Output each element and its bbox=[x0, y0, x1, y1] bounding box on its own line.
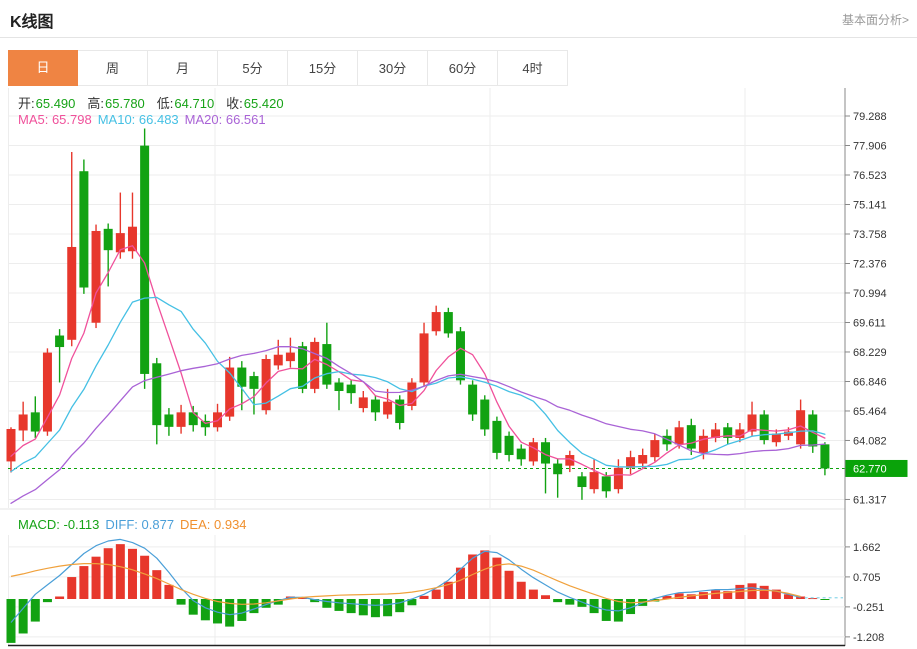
fundamental-analysis-link[interactable]: 基本面分析> bbox=[841, 13, 909, 27]
tab-week[interactable]: 周 bbox=[78, 50, 148, 86]
open-label: 开: bbox=[18, 96, 35, 111]
svg-text:-0.251: -0.251 bbox=[853, 602, 884, 614]
ma5-legend: MA5: 65.798 bbox=[18, 112, 92, 127]
svg-text:79.288: 79.288 bbox=[853, 111, 887, 123]
widget-header: K线图 基本面分析> bbox=[0, 0, 917, 38]
ma20-legend: MA20: 66.561 bbox=[184, 112, 266, 127]
svg-text:1.662: 1.662 bbox=[853, 542, 881, 554]
svg-text:70.994: 70.994 bbox=[853, 288, 887, 300]
svg-text:73.758: 73.758 bbox=[853, 229, 887, 241]
dea-legend: DEA: 0.934 bbox=[180, 517, 247, 532]
tab-30min[interactable]: 30分 bbox=[358, 50, 428, 86]
svg-text:-1.208: -1.208 bbox=[853, 632, 884, 644]
svg-text:69.611: 69.611 bbox=[853, 317, 886, 329]
close-value: 65.420 bbox=[243, 96, 284, 111]
high-item: 高:65.780 bbox=[87, 96, 150, 111]
high-label: 高: bbox=[87, 96, 105, 111]
svg-text:77.906: 77.906 bbox=[853, 140, 887, 152]
low-value: 64.710 bbox=[174, 96, 215, 111]
svg-text:75.141: 75.141 bbox=[853, 199, 887, 211]
ma-legend: MA5: 65.798 MA10: 66.483 MA20: 66.561 bbox=[18, 112, 272, 127]
svg-text:0.705: 0.705 bbox=[853, 572, 881, 584]
low-item: 低:64.710 bbox=[157, 96, 220, 111]
open-item: 开:65.490 bbox=[18, 96, 81, 111]
ohlc-legend: 开:65.490 高:65.780 低:64.710 收:65.420 bbox=[18, 93, 296, 112]
svg-text:72.376: 72.376 bbox=[853, 258, 887, 270]
svg-text:64.082: 64.082 bbox=[853, 435, 887, 447]
open-value: 65.490 bbox=[35, 96, 76, 111]
macd-legend: MACD: -0.113 bbox=[18, 517, 100, 532]
svg-text:76.523: 76.523 bbox=[853, 170, 887, 182]
tab-60min[interactable]: 60分 bbox=[428, 50, 498, 86]
diff-legend: DIFF: 0.877 bbox=[105, 517, 175, 532]
tab-day[interactable]: 日 bbox=[8, 50, 78, 86]
svg-text:65.464: 65.464 bbox=[853, 406, 887, 418]
kline-canvas[interactable]: 79.288 77.906 76.523 75.141 73.758 72.376 70.9… bbox=[0, 88, 917, 649]
svg-text:61.317: 61.317 bbox=[853, 494, 887, 506]
svg-text:66.846: 66.846 bbox=[853, 376, 887, 388]
tab-15min[interactable]: 15分 bbox=[288, 50, 358, 86]
close-label: 收: bbox=[226, 96, 243, 111]
close-item: 收:65.420 bbox=[226, 96, 289, 111]
high-value: 65.780 bbox=[105, 96, 145, 111]
svg-text:68.229: 68.229 bbox=[853, 347, 887, 359]
tab-4hour[interactable]: 4时 bbox=[498, 50, 568, 86]
current-price-tag: 62.770 bbox=[853, 463, 887, 475]
period-tabs: 日周月 5分 15分 30分 60分 4时 bbox=[8, 50, 568, 88]
ma10-legend: MA10: 66.483 bbox=[97, 112, 179, 127]
tab-month[interactable]: 月 bbox=[148, 50, 218, 86]
page-title: K线图 bbox=[10, 14, 54, 31]
macd-legend: MACD: -0.113 DIFF: 0.877 DEA: 0.934 bbox=[18, 517, 253, 532]
low-label: 低: bbox=[156, 96, 174, 111]
tab-5min[interactable]: 5分 bbox=[218, 50, 288, 86]
chart-area: 79.288 77.906 76.523 75.141 73.758 72.376 70.9… bbox=[0, 88, 917, 649]
